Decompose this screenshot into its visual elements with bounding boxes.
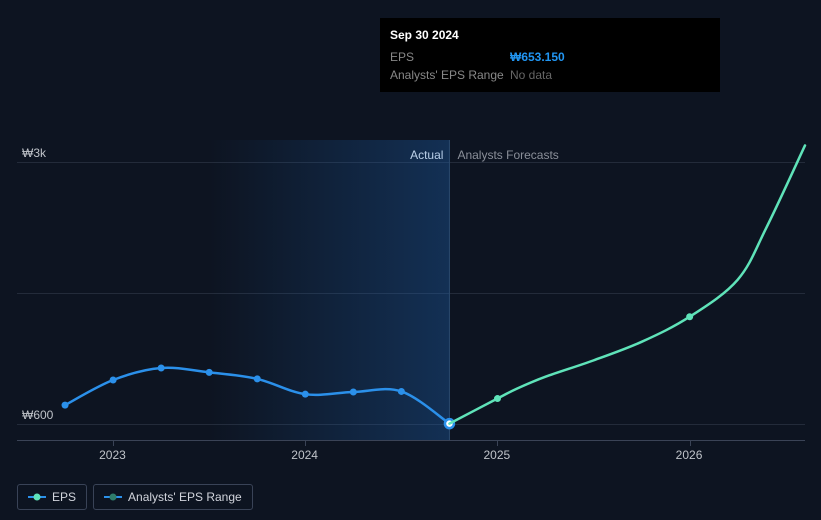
x-tick-label: 2026 [676,448,703,462]
x-tick-label: 2024 [291,448,318,462]
legend-label: Analysts' EPS Range [128,490,242,504]
eps-marker [158,365,165,372]
forecast-marker [686,313,693,320]
eps-marker [62,402,69,409]
tooltip-rows: EPS₩653.150Analysts' EPS RangeNo data [390,48,710,84]
tooltip-date: Sep 30 2024 [390,26,710,44]
legend-label: EPS [52,490,76,504]
eps-marker [206,369,213,376]
legend-item[interactable]: Analysts' EPS Range [93,484,253,510]
chart-root: ₩3k₩600 ActualAnalysts Forecasts 2023202… [0,0,821,520]
x-tick-label: 2023 [99,448,126,462]
eps-marker [302,391,309,398]
forecast-marker [494,395,501,402]
tooltip-row: EPS₩653.150 [390,48,710,66]
chart-tooltip: Sep 30 2024 EPS₩653.150Analysts' EPS Ran… [380,18,720,92]
eps-marker [350,389,357,396]
x-tick-label: 2025 [483,448,510,462]
eps-marker [110,377,117,384]
tooltip-row-value: ₩653.150 [510,48,565,66]
legend-swatch-icon [28,492,46,502]
tooltip-row: Analysts' EPS RangeNo data [390,66,710,84]
eps-marker [398,388,405,395]
tooltip-row-value: No data [510,66,552,84]
legend-swatch-icon [104,492,122,502]
forecast-line [449,145,805,423]
legend-item[interactable]: EPS [17,484,87,510]
tooltip-row-label: EPS [390,48,510,66]
eps-marker [254,375,261,382]
tooltip-row-label: Analysts' EPS Range [390,66,510,84]
chart-legend: EPS Analysts' EPS Range [17,484,253,510]
